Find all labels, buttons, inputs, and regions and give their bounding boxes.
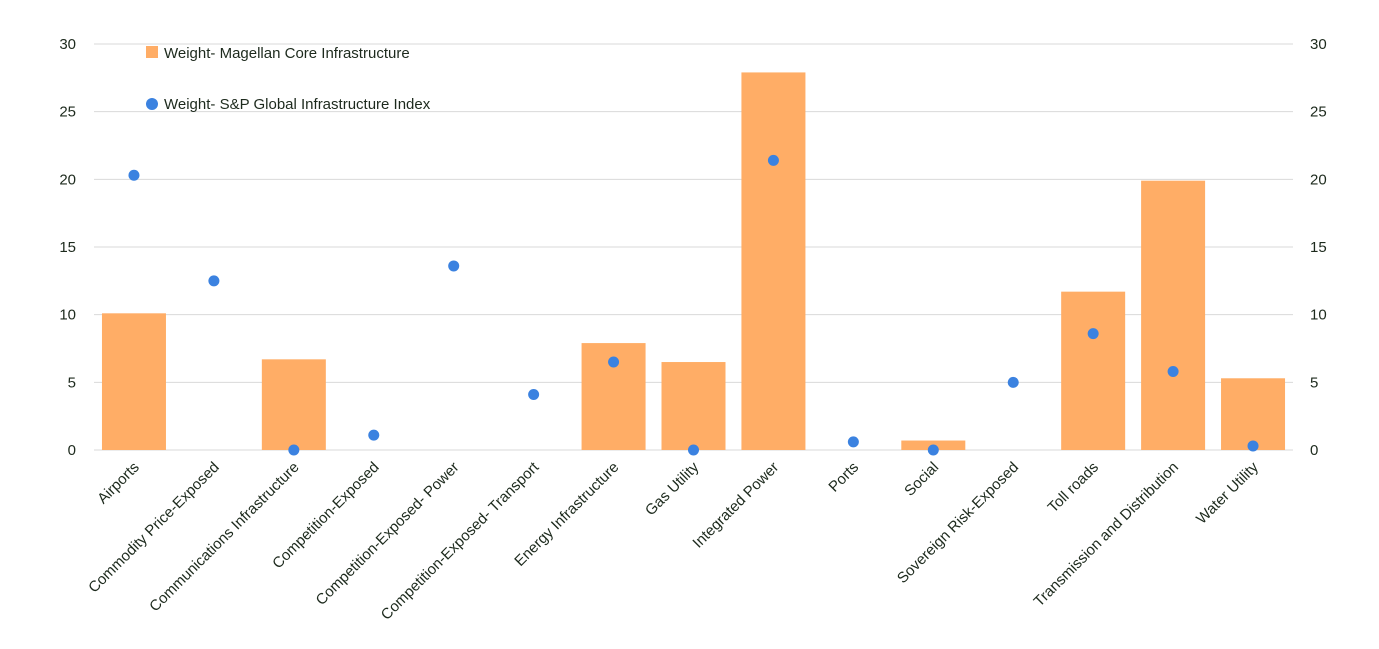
y-tick-label: 0 xyxy=(68,442,76,459)
x-tick-label: Commodity Price-Exposed xyxy=(85,459,223,597)
legend-label: Weight- S&P Global Infrastructure Index xyxy=(164,96,431,113)
scatter-point xyxy=(1247,440,1259,452)
x-tick-label: Ports xyxy=(825,459,862,496)
y-tick-label: 10 xyxy=(59,307,76,324)
scatter-series xyxy=(128,154,1259,456)
y-tick-label: 25 xyxy=(59,104,76,121)
scatter-point xyxy=(1007,376,1019,388)
y-tick-label-right: 25 xyxy=(1310,104,1327,121)
scatter-point xyxy=(288,444,300,456)
y-tick-label: 20 xyxy=(59,171,76,188)
bar xyxy=(1061,291,1126,450)
x-tick-label: Transmission and Distribution xyxy=(1031,459,1182,610)
scatter-point xyxy=(1167,366,1179,378)
y-tick-label: 5 xyxy=(68,374,76,391)
scatter-point xyxy=(767,154,779,166)
legend-item-bar[interactable]: Weight- Magellan Core Infrastructure xyxy=(146,45,410,62)
scatter-point xyxy=(847,436,859,448)
scatter-point xyxy=(688,444,699,456)
x-tick-label: Communications Infrastructure xyxy=(146,459,302,615)
x-tick-label: Airports xyxy=(94,459,143,508)
x-tick-label: Competition-Exposed- Power xyxy=(313,459,463,609)
x-tick-label: Water Utility xyxy=(1193,458,1262,527)
bar xyxy=(1141,180,1206,451)
scatter-point xyxy=(368,429,380,441)
legend-bar-swatch xyxy=(146,46,158,58)
x-tick-label: Social xyxy=(901,459,942,500)
bar xyxy=(261,359,326,450)
x-tick-label: Toll roads xyxy=(1045,459,1102,516)
bar-series xyxy=(101,72,1286,451)
y-tick-label-right: 30 xyxy=(1310,36,1327,53)
y-tick-label: 15 xyxy=(59,239,76,256)
scatter-point xyxy=(448,260,460,272)
bar xyxy=(741,72,806,451)
y-tick-label-right: 5 xyxy=(1310,374,1318,391)
y-tick-label-right: 20 xyxy=(1310,171,1327,188)
y-tick-label-right: 15 xyxy=(1310,239,1327,256)
x-tick-label: Gas Utility xyxy=(642,458,703,519)
legend: Weight- Magellan Core Infrastructure Wei… xyxy=(146,45,431,113)
legend-dot-swatch xyxy=(146,98,158,110)
scatter-point xyxy=(128,169,140,181)
y-tick-label: 30 xyxy=(59,36,76,53)
scatter-point xyxy=(208,275,220,287)
bar xyxy=(1221,378,1286,450)
scatter-point xyxy=(528,389,540,401)
x-tick-label: Integrated Power xyxy=(689,459,782,552)
legend-label: Weight- Magellan Core Infrastructure xyxy=(164,45,410,62)
scatter-point xyxy=(608,356,620,368)
bar xyxy=(661,362,726,450)
scatter-point xyxy=(927,444,939,456)
x-tick-label: Competition-Exposed- Transport xyxy=(378,458,543,623)
y-axis-right: 0 5 10 15 20 25 30 xyxy=(1310,36,1327,459)
legend-item-scatter[interactable]: Weight- S&P Global Infrastructure Index xyxy=(146,96,431,113)
bar xyxy=(101,313,166,450)
y-tick-label-right: 0 xyxy=(1310,442,1318,459)
y-tick-label-right: 10 xyxy=(1310,307,1327,324)
scatter-point xyxy=(1087,328,1099,340)
y-axis-left: 0 5 10 15 20 25 30 xyxy=(59,36,76,459)
